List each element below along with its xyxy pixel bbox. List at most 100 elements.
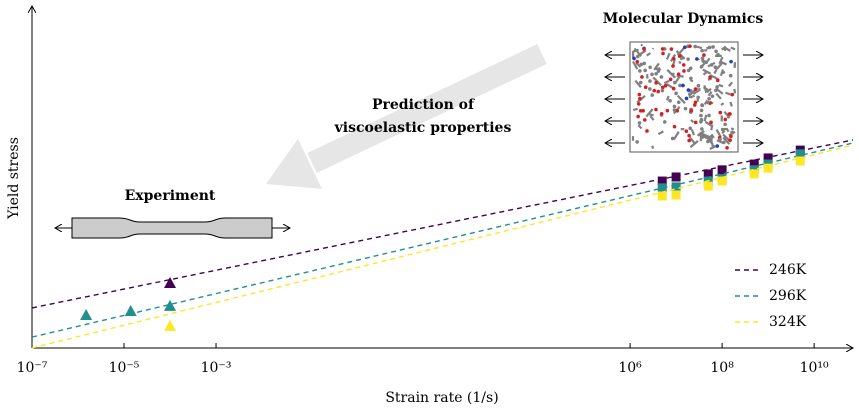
md-bond	[734, 89, 735, 93]
md-atom	[685, 97, 689, 101]
experiment-point	[164, 320, 176, 331]
md-atom	[729, 60, 733, 64]
simulation-point	[672, 191, 681, 200]
md-atom	[711, 94, 715, 98]
md-atom	[710, 63, 714, 67]
md-bond	[731, 48, 735, 50]
annotation: viscoelastic properties	[334, 120, 512, 136]
md-bond	[650, 114, 654, 115]
md-atom	[715, 85, 719, 89]
chart: Strain rate (1/s) Yield stress Molecular…	[0, 0, 859, 410]
md-atom	[678, 84, 682, 88]
md-atom	[728, 112, 732, 116]
md-atom	[661, 47, 665, 51]
md-atom	[708, 76, 712, 80]
md-atom	[694, 121, 698, 125]
md-atom	[689, 76, 693, 80]
md-atom	[654, 81, 658, 85]
md-atom	[718, 138, 722, 142]
md-atom	[706, 101, 710, 105]
simulation-point	[704, 182, 713, 191]
md-atom	[650, 73, 654, 77]
x-tick-label: 10⁻³	[201, 360, 232, 376]
md-bond	[712, 145, 715, 147]
md-atom	[721, 128, 725, 132]
md-atom	[708, 46, 712, 50]
fit-line	[32, 145, 853, 348]
md-atom	[640, 75, 644, 79]
md-atom	[639, 81, 643, 85]
md-atom	[687, 139, 691, 143]
md-atom	[689, 109, 693, 113]
md-atom	[660, 75, 664, 79]
x-tick-label: 10¹⁰	[800, 360, 829, 376]
md-atom	[722, 141, 726, 145]
simulation-point	[658, 192, 667, 201]
y-axis-label: Yield stress	[6, 137, 22, 220]
x-tick-label: 10⁻⁷	[17, 360, 48, 376]
md-bond	[673, 60, 674, 64]
experiment-point	[125, 305, 137, 316]
md-atom	[664, 84, 668, 88]
x-tick-label: 10⁶	[618, 360, 642, 376]
md-atom	[637, 102, 641, 106]
md-atom	[725, 146, 729, 150]
md-atom	[661, 89, 665, 93]
md-atom	[686, 57, 690, 61]
simulation-point	[750, 169, 759, 178]
md-atom	[688, 127, 692, 131]
x-tick-label: 10⁻⁵	[109, 360, 140, 376]
fit-line	[32, 143, 853, 337]
md-atom	[688, 44, 692, 48]
md-bond	[705, 115, 707, 121]
md-bond	[721, 103, 723, 105]
md-atom	[707, 97, 711, 101]
md-bond	[704, 50, 707, 51]
md-atom	[714, 65, 718, 69]
md-snapshot	[630, 42, 738, 152]
md-atom	[636, 55, 640, 59]
annotation: Experiment	[125, 188, 216, 204]
simulation-point	[764, 164, 773, 173]
md-atom	[689, 66, 693, 70]
md-atom	[666, 109, 670, 113]
md-bond	[699, 88, 700, 90]
md-atom	[650, 93, 654, 97]
md-atom	[682, 69, 686, 73]
legend-label: 296K	[769, 288, 807, 304]
md-atom	[685, 129, 689, 133]
md-bond	[722, 72, 725, 73]
md-atom	[638, 121, 642, 125]
md-atom	[656, 90, 660, 94]
md-atom	[671, 137, 675, 141]
md-atom	[652, 89, 656, 93]
md-atom	[702, 53, 706, 57]
md-atom	[644, 85, 648, 89]
md-atom	[638, 93, 642, 97]
md-atom	[714, 50, 718, 54]
legend-label: 246K	[769, 262, 807, 278]
md-atom	[714, 89, 718, 93]
md-atom	[642, 47, 646, 51]
legend-label: 324K	[769, 314, 807, 330]
md-atom	[706, 135, 710, 139]
md-atom	[672, 87, 676, 91]
md-atom	[730, 130, 734, 134]
md-atom	[672, 57, 676, 61]
md-atom	[643, 118, 647, 122]
md-bond	[697, 47, 702, 48]
md-bond	[719, 85, 723, 87]
md-atom	[673, 81, 677, 85]
md-atom	[699, 120, 703, 124]
md-bond	[633, 109, 637, 110]
md-atom	[687, 88, 691, 92]
md-bond	[652, 146, 653, 149]
md-atom	[729, 135, 733, 139]
md-atom	[681, 84, 685, 88]
md-atom	[682, 63, 686, 67]
md-atom	[695, 57, 699, 61]
md-atom	[677, 72, 681, 76]
md-atom	[638, 69, 642, 73]
md-atom	[687, 134, 691, 138]
md-atom	[723, 118, 727, 122]
